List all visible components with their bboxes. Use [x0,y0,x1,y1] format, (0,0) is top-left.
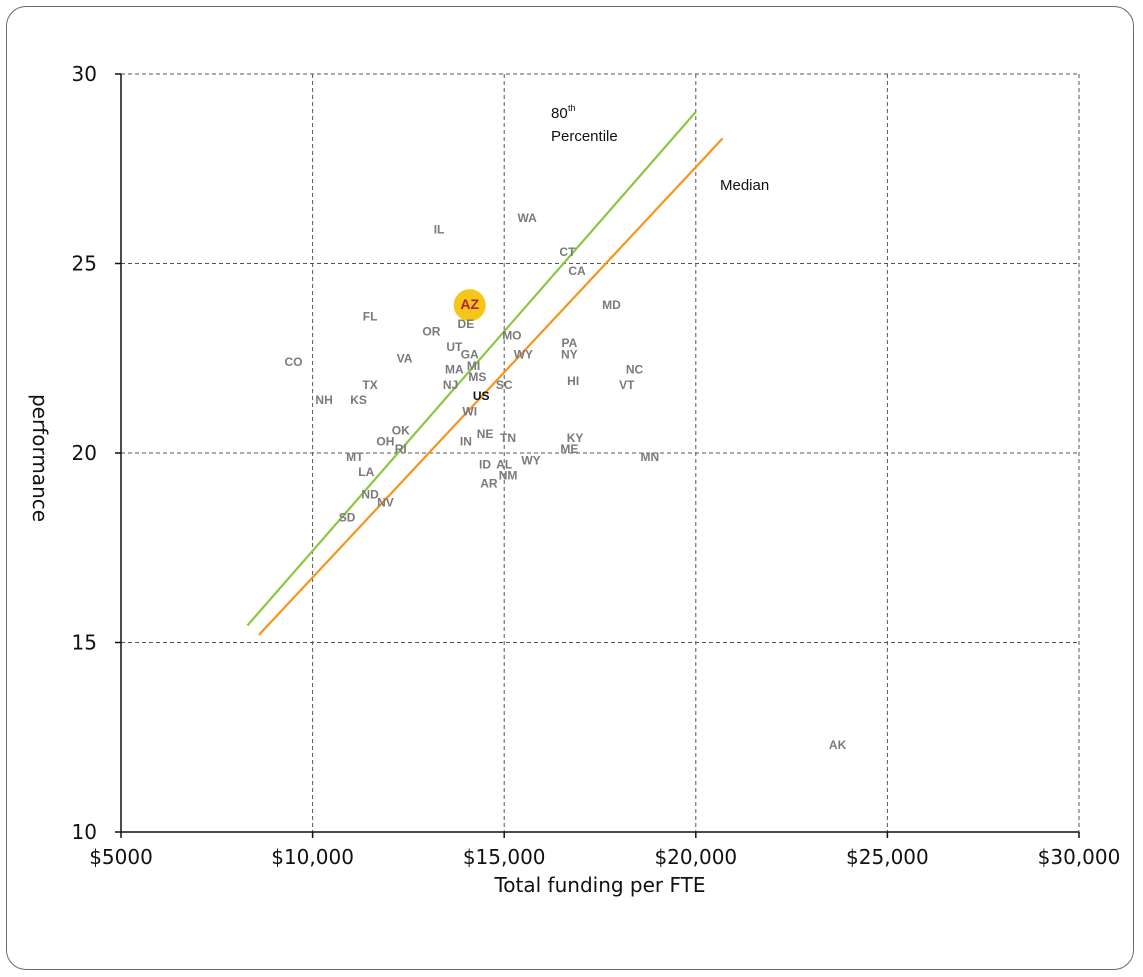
highlight-marker [453,289,486,322]
annotation-80th: 80 [551,105,568,122]
point-label-tn: TN [500,431,516,445]
point-label-nv: NV [377,495,394,509]
point-label-nj: NJ [443,378,458,392]
annotation-median: Median [720,177,769,194]
x-tick-label: $15,000 [463,845,546,869]
line-median [258,137,724,636]
point-label-mt: MT [346,450,364,464]
annotation-percentile: Percentile [551,128,618,145]
point-label-nm: NM [499,469,518,483]
point-label-co: CO [284,355,302,369]
x-axis-title: Total funding per FTE [493,873,705,897]
point-label-md: MD [602,298,621,312]
y-tick-label: 25 [72,252,97,276]
point-label-hi: HI [567,374,579,388]
point-label-tx: TX [362,378,377,392]
point-label-in: IN [460,435,472,449]
x-tick-label: $20,000 [654,845,737,869]
point-label-ri: RI [395,442,407,456]
point-label-ms: MS [468,370,486,384]
point-label-ct: CT [559,245,576,259]
point-label-fl: FL [363,310,378,324]
point-label-ny: NY [561,347,578,361]
grid-lines [121,73,1080,832]
point-label-vt: VT [619,378,635,392]
x-tick-label: $25,000 [846,845,929,869]
point-label-mn: MN [640,450,659,464]
point-label-ak: AK [829,738,847,752]
point-label-me: ME [560,442,578,456]
annotation-80th-sup: th [568,103,576,113]
point-label-ok: OK [392,423,410,437]
point-label-sc: SC [496,378,513,392]
point-label-al: AL [496,457,512,471]
point-label-az: AZ [460,296,479,312]
point-label-de: DE [458,317,475,331]
point-label-la: LA [358,465,374,479]
point-label-ne: NE [477,427,494,441]
point-label-wa: WA [518,211,538,225]
x-tick-label: $5000 [89,845,153,869]
point-label-id: ID [479,457,491,471]
y-tick-label: 20 [72,441,97,465]
point-label-pa: PA [561,336,577,350]
point-label-wy: WY [521,454,540,468]
point-label-nd: ND [361,488,379,502]
point-label-ut: UT [446,340,463,354]
trend-lines: 80 th Percentile Median [246,103,769,636]
point-label-va: VA [397,351,413,365]
point-label-il: IL [434,222,445,236]
state-points: IL WA CT CA MD AZ FL DE OR MO UT PA GA WY NY VA CO MA MI NC… [284,211,846,752]
point-label-nh: NH [315,393,332,407]
y-tick-label: 10 [72,820,97,844]
point-label-ks: KS [350,393,367,407]
point-label-or: OR [422,325,440,339]
point-label-mo: MO [502,329,521,343]
x-tick-label: $10,000 [271,845,354,869]
y-axis-title: performance [28,394,52,522]
axes: 10 15 20 25 30 $5000 $10,000 $15,000 $20,000 $25,… [72,62,1121,869]
y-tick-label: 15 [72,631,97,655]
point-label-mi: MI [467,359,480,373]
point-label-nc: NC [626,363,644,377]
point-label-ga: GA [461,347,479,361]
point-label-sd: SD [339,510,356,524]
point-label-ky: KY [567,431,584,445]
point-label-wi: WI [462,404,477,418]
y-tick-label: 30 [72,62,97,86]
point-label-ar: AR [480,476,498,490]
point-label-us: US [473,389,490,403]
point-label-ca: CA [568,264,586,278]
chart-frame [6,6,1134,970]
point-label-ma: MA [445,363,464,377]
point-label-oh: OH [376,435,394,449]
x-tick-label: $30,000 [1038,845,1121,869]
point-label-wy: WY [514,347,533,361]
line-80th-percentile [246,111,697,627]
